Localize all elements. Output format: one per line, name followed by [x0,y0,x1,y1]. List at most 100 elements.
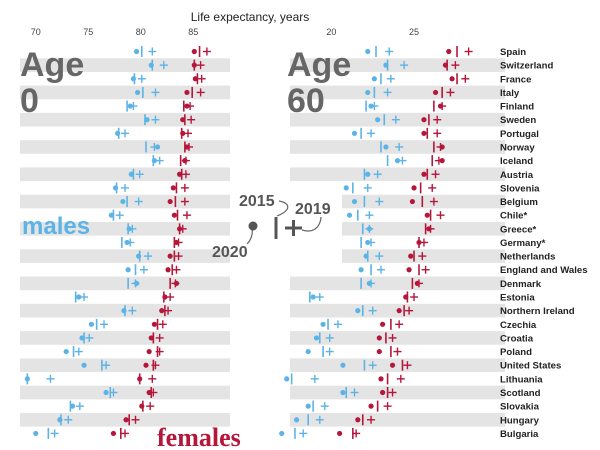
females-2020-dot [446,48,452,55]
males-2020-dot [383,62,389,68]
males-2020-dot [365,48,371,55]
country-label: Poland [500,347,532,358]
males-2020-dot [320,321,326,327]
females-2020-dot [110,430,117,437]
females-2020-dot [411,185,417,191]
males-2020-dot [136,253,142,259]
females-2020-dot [424,212,430,218]
country-label: France [500,74,531,85]
country-label: United States [500,361,561,372]
data-marks [24,46,473,439]
country-label: Scotland [500,388,541,399]
males-2020-dot [151,158,157,164]
females-2020-dot [191,48,197,55]
males-2020-dot [144,117,150,123]
country-label: Austria [500,170,534,181]
country-label: Slovakia [500,402,540,413]
males-2020-dot [76,294,82,300]
legend-2019-connector [301,216,322,232]
males-2020-dot [124,239,130,246]
row-band [290,249,505,263]
females-2020-dot [180,130,186,136]
males-2020-dot [79,335,85,341]
females-2020-dot [376,335,382,341]
females-2020-dot [449,76,455,82]
row-band [20,112,230,127]
row-band [290,222,505,236]
row-band [290,58,505,72]
males-2020-dot [368,103,374,109]
country-labels: Spain Switzerland France Italy Finland Sweden… [500,47,588,440]
males-2020-dot [355,308,361,314]
country-label: Finland [500,102,534,113]
country-label: Chile* [500,211,527,222]
country-label: Czechia [500,320,537,331]
males-2020-dot [127,103,133,109]
males-2020-dot [112,185,119,191]
country-label: Croatia [500,333,534,344]
females-2020-dot [137,376,143,382]
males-2020-dot [148,62,154,68]
females-2020-dot [378,376,384,382]
country-label: Switzerland [500,61,553,72]
males-2020-dot [115,130,121,136]
females-2020-dot [173,239,180,246]
row-band [20,276,230,291]
males-2020-dot [343,185,349,191]
females-2020-dot [439,158,445,164]
axis-ticks: 70 75 80 85 20 25 [31,27,419,37]
row-band [290,385,505,400]
row-band [290,167,505,182]
x-tick-label: 85 [188,27,198,37]
females-2020-dot [421,171,427,177]
row-band [20,331,230,345]
males-2020-dot [69,403,76,409]
males-2020-dot [358,267,364,273]
country-label: Spain [500,47,526,58]
females-2020-dot [184,144,190,150]
males-2020-dot [366,280,372,286]
males-2020-dot [366,226,372,232]
females-2020-dot [167,198,173,205]
males-2020-dot [24,376,30,382]
males-2020-dot [305,348,311,355]
row-band [290,276,505,291]
females-2020-dot [437,103,444,109]
country-label: Sweden [500,115,536,126]
country-label: Denmark [500,279,542,290]
females-2020-dot [146,348,152,355]
males-2020-dot [351,130,358,136]
females-2020-dot [337,430,343,437]
females-2020-dot [167,253,173,259]
females-2020-dot [162,294,168,300]
row-band [290,331,505,345]
chart-title: Life expectancy, years [191,10,310,24]
females-2020-dot [165,267,171,273]
row-band [290,194,505,209]
males-2020-dot [126,226,132,232]
row-band [290,85,505,100]
males-2020-dot [133,280,140,286]
females-2020-dot [191,62,197,68]
females-2020-dot [368,403,374,409]
females-2020-dot [177,171,183,177]
country-label: Iceland [500,156,533,167]
males-2020-dot [371,76,377,82]
males-2020-dot [130,76,136,82]
females-2020-dot [151,321,157,327]
row-band [20,249,230,263]
males-2020-dot [154,144,161,150]
country-label: Bulgaria [500,429,539,440]
x-tick-label: 80 [136,27,146,37]
females-2020-dot [180,117,186,123]
females-2020-dot [421,130,427,136]
country-label: Netherlands [500,252,555,263]
males-2020-dot [108,212,114,218]
females-2020-dot [442,62,449,68]
males-2020-dot [365,89,371,96]
males-2020-dot [365,239,371,246]
legend-2015-label: 2015 [239,193,275,210]
country-label: Estonia [500,293,535,304]
country-label: Hungary [500,415,540,426]
country-label: England and Wales [500,265,588,276]
